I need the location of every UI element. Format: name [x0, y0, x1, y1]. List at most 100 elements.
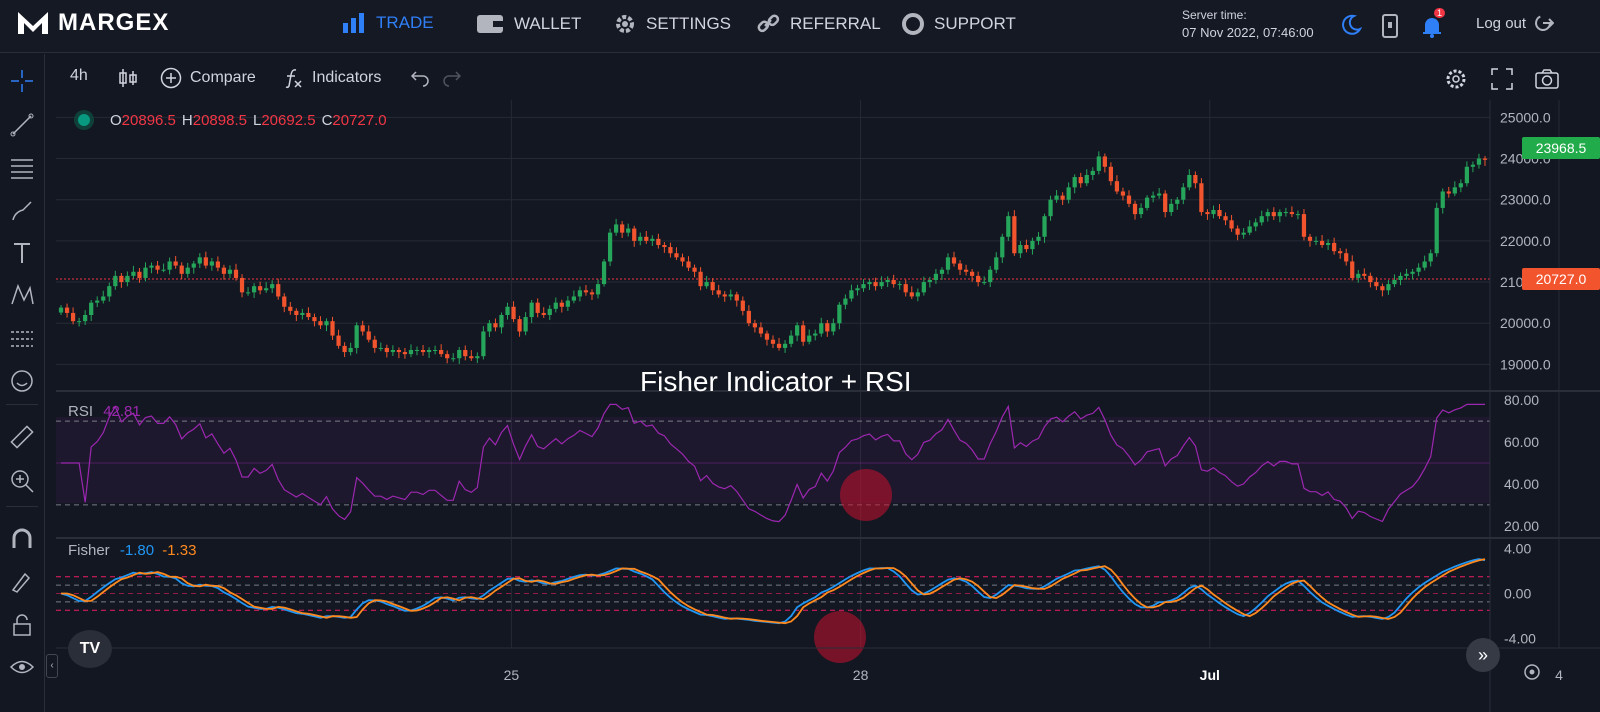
zoom-tool[interactable]	[9, 468, 35, 494]
price-tick: 19000.0	[1500, 356, 1551, 372]
chart-type-button[interactable]	[118, 67, 138, 89]
candle	[915, 288, 920, 302]
nav-support[interactable]: SUPPORT	[902, 13, 1016, 35]
candle	[324, 318, 329, 332]
candle	[680, 253, 685, 267]
indicators-button[interactable]: Indicators	[284, 67, 381, 89]
candle	[963, 264, 969, 276]
candle	[1078, 172, 1083, 188]
candle	[1114, 175, 1120, 195]
ohlc-legend: O20896.5 H20898.5 L20692.5 C20727.0	[78, 112, 387, 129]
fib-tool[interactable]	[9, 326, 35, 352]
nav-wallet[interactable]: WALLET	[476, 13, 581, 35]
candle	[891, 274, 896, 288]
compare-button[interactable]: Compare	[160, 67, 256, 89]
emoji-tool[interactable]	[9, 368, 35, 394]
candle	[64, 303, 70, 318]
magnet-tool[interactable]	[9, 526, 35, 552]
candle	[1090, 167, 1095, 181]
ruler-tool[interactable]	[9, 424, 35, 450]
candle	[1277, 209, 1282, 223]
indicators-label: Indicators	[312, 69, 382, 86]
candle	[879, 276, 884, 289]
candle	[276, 278, 281, 300]
interval-selector[interactable]: 4h	[70, 67, 88, 85]
screenshot-button[interactable]	[1534, 67, 1560, 91]
candle	[1205, 209, 1210, 220]
pattern-icon	[11, 283, 34, 305]
brand-logo[interactable]: MARGEX	[16, 8, 169, 38]
fullscreen-button[interactable]	[1490, 67, 1514, 91]
candle	[1271, 207, 1276, 221]
candle	[529, 299, 534, 323]
fisher-tick: 0.00	[1504, 586, 1531, 602]
tradingview-logo[interactable]: TV	[68, 630, 112, 668]
candle	[1235, 225, 1240, 241]
zoom-in-icon	[11, 470, 34, 493]
chart-settings-button[interactable]	[1444, 67, 1468, 91]
candle	[1072, 174, 1077, 194]
unlock-tool[interactable]	[9, 612, 35, 638]
redo-button[interactable]	[442, 67, 462, 87]
candle	[245, 287, 251, 296]
candle	[861, 279, 866, 292]
candle	[282, 293, 287, 313]
candle	[113, 270, 118, 290]
fisher-value-2: -1.33	[162, 542, 197, 559]
candle	[227, 265, 233, 279]
nav-settings[interactable]: SETTINGS	[614, 13, 731, 35]
mobile-app-button[interactable]	[1380, 14, 1400, 43]
fisher-highlight-circle	[814, 611, 866, 663]
undo-button[interactable]	[410, 67, 430, 87]
candle	[402, 347, 408, 359]
text-tool[interactable]	[9, 240, 35, 266]
candle	[215, 256, 221, 272]
candle	[384, 344, 389, 358]
candle	[1362, 268, 1367, 280]
fisher-trigger-line	[61, 558, 1486, 625]
candle	[1181, 183, 1186, 205]
candle	[982, 276, 987, 285]
gear-icon	[1446, 69, 1466, 89]
candle	[607, 228, 613, 267]
lock-drawings-tool[interactable]	[9, 568, 35, 594]
candle	[1476, 153, 1482, 169]
brush-tool[interactable]	[9, 198, 35, 224]
candle	[710, 278, 715, 295]
horizontal-lines-tool[interactable]	[9, 154, 35, 180]
candle	[1482, 155, 1488, 166]
visibility-tool[interactable]	[9, 654, 35, 680]
candle	[626, 223, 631, 237]
nav-referral[interactable]: REFERRAL	[756, 13, 881, 35]
time-tick: Jul	[1200, 667, 1220, 683]
candle	[843, 294, 848, 310]
candle	[662, 242, 667, 253]
price-tick: 23000.0	[1500, 192, 1551, 208]
eye-icon	[9, 660, 35, 674]
nav-trade[interactable]: TRADE	[342, 13, 434, 33]
candle	[849, 284, 854, 302]
rsi-legend[interactable]: RSI 42.81	[68, 403, 141, 420]
candle	[191, 260, 196, 274]
candle	[927, 276, 932, 288]
candle	[1356, 269, 1361, 283]
price-chart[interactable]: 25000.024000.023000.022000.021000.020000…	[56, 100, 1600, 712]
candle	[1108, 162, 1114, 186]
scroll-to-realtime-button[interactable]: »	[1466, 638, 1500, 672]
fisher-legend[interactable]: Fisher -1.80 -1.33	[68, 542, 196, 559]
candle	[318, 316, 323, 329]
pattern-tool[interactable]	[9, 282, 35, 308]
toolbar-collapse-toggle[interactable]: ‹	[46, 654, 58, 678]
candle	[939, 267, 945, 280]
candle	[776, 337, 782, 351]
candle	[451, 353, 456, 362]
candle	[1169, 198, 1174, 216]
notifications-button[interactable]: 1	[1420, 8, 1446, 43]
crosshair-tool[interactable]	[9, 68, 35, 94]
candlestick-series	[58, 151, 1488, 364]
candle	[1018, 241, 1023, 259]
trend-line-tool[interactable]	[9, 112, 35, 138]
theme-toggle[interactable]	[1340, 14, 1363, 41]
logout-button[interactable]: Log out	[1476, 13, 1555, 33]
candle	[1126, 190, 1132, 208]
